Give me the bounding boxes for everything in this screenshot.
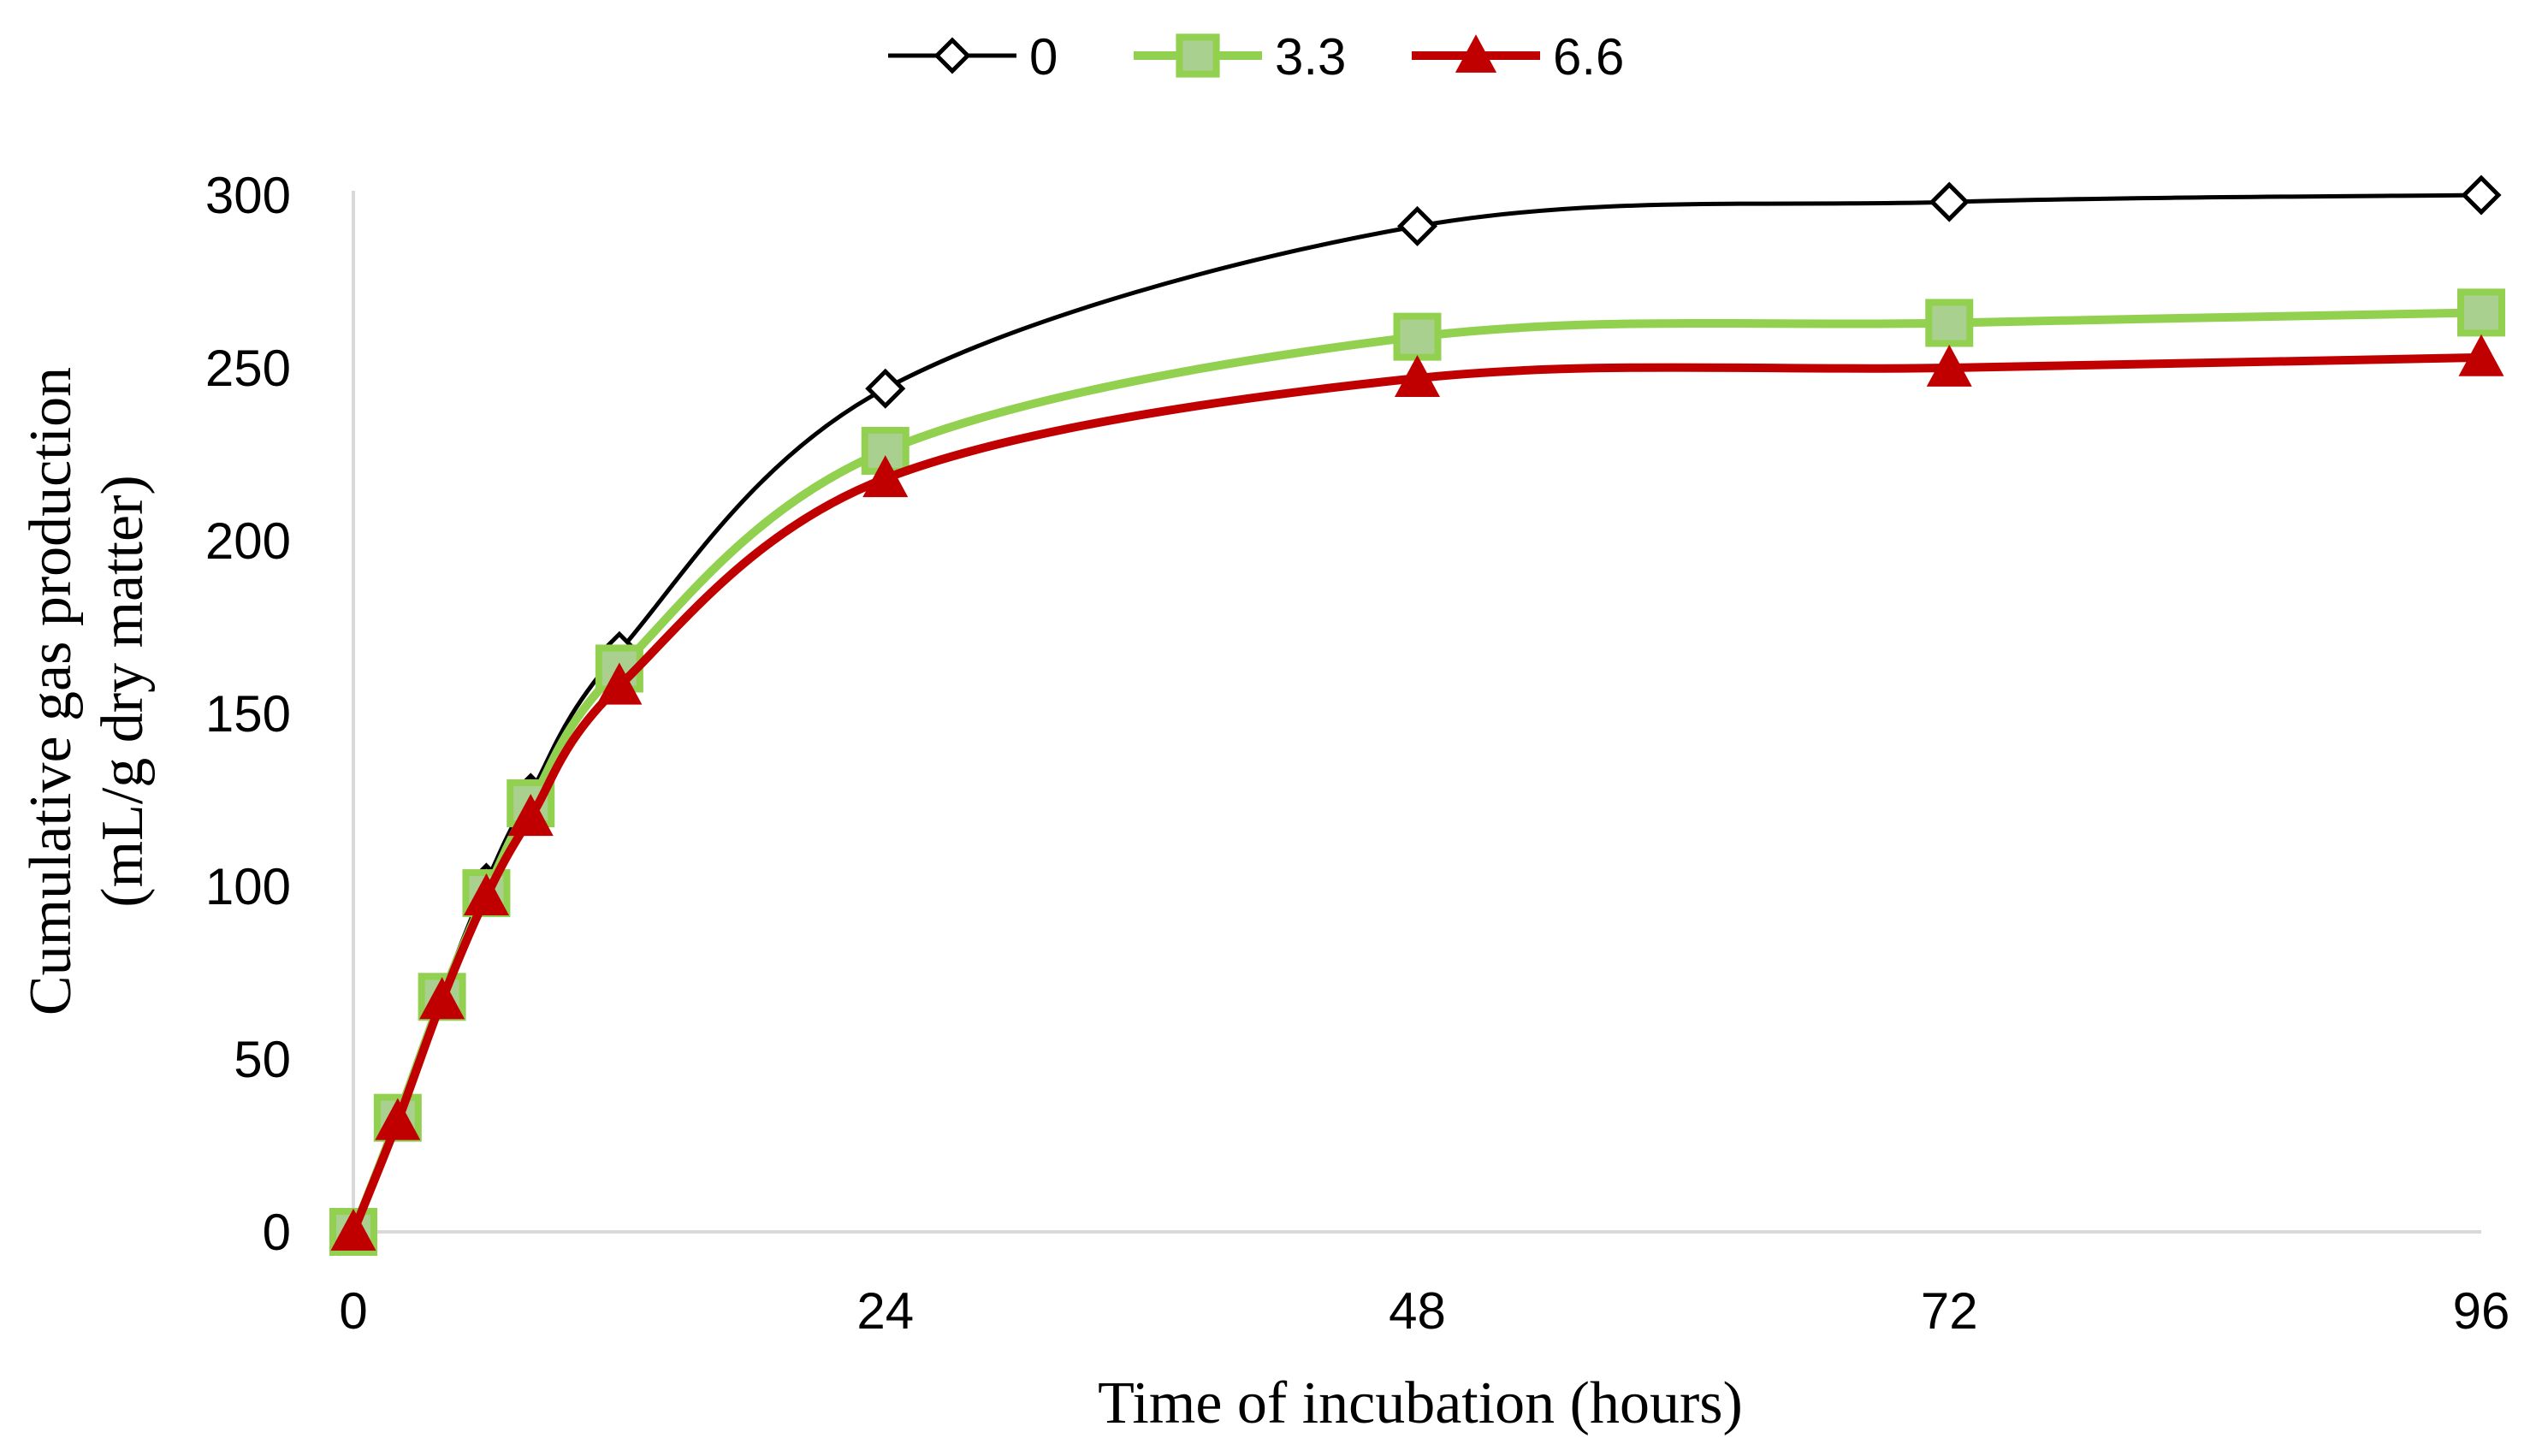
y-tick-label: 50: [234, 1031, 291, 1088]
x-tick-label: 72: [1921, 1282, 1978, 1340]
x-axis-title: Time of incubation (hours): [1098, 1370, 1743, 1436]
data-point: [1396, 205, 1438, 246]
y-tick-label: 300: [205, 167, 291, 224]
legend: 0 3.3 6.6: [888, 28, 1624, 86]
data-point: [1929, 181, 1970, 222]
y-tick-label: 250: [205, 340, 291, 397]
x-tick-label: 48: [1389, 1282, 1446, 1340]
x-tick-label: 96: [2453, 1282, 2510, 1340]
data-point: [419, 977, 465, 1020]
legend-item: 0: [888, 28, 1058, 86]
y-axis: 0 50 100 150 200 250 300: [205, 167, 355, 1261]
x-tick-label: 0: [339, 1282, 367, 1340]
y-tick-label: 100: [205, 858, 291, 915]
legend-marker: [1455, 34, 1497, 73]
y-tick-label: 0: [263, 1204, 291, 1261]
y-axis-title-line1: Cumulative gas production: [18, 367, 84, 1015]
data-point: [2458, 334, 2504, 376]
y-tick-label: 150: [205, 685, 291, 743]
legend-label: 6.6: [1553, 28, 1624, 86]
data-point: [1393, 312, 1442, 361]
data-point: [1926, 344, 1972, 387]
data-point: [507, 794, 554, 837]
y-axis-title-line2: (mL/g dry matter): [90, 475, 156, 907]
data-point: [1925, 299, 1974, 347]
data-point: [330, 1208, 376, 1251]
series-6-6: [330, 334, 2504, 1251]
data-point: [2461, 175, 2502, 216]
legend-marker: [933, 37, 971, 74]
legend-item: 6.6: [1412, 28, 1624, 86]
legend-marker: [1176, 33, 1220, 78]
series-3-3: [329, 288, 2505, 1256]
series-line: [349, 308, 2482, 1234]
data-point: [375, 1098, 421, 1140]
y-tick-label: 200: [205, 512, 291, 570]
data-point: [2457, 288, 2505, 337]
data-point: [865, 368, 906, 409]
data-point: [596, 662, 643, 705]
data-point: [862, 455, 909, 498]
data-point: [463, 873, 509, 916]
legend-label: 3.3: [1275, 28, 1346, 86]
legend-item: 3.3: [1134, 28, 1346, 86]
plot-area: [329, 175, 2505, 1256]
data-point: [1394, 354, 1441, 398]
series-line: [349, 352, 2482, 1234]
x-tick-label: 24: [856, 1282, 914, 1340]
legend-label: 0: [1029, 28, 1058, 86]
x-axis: 0 24 48 72 96: [339, 1230, 2510, 1340]
